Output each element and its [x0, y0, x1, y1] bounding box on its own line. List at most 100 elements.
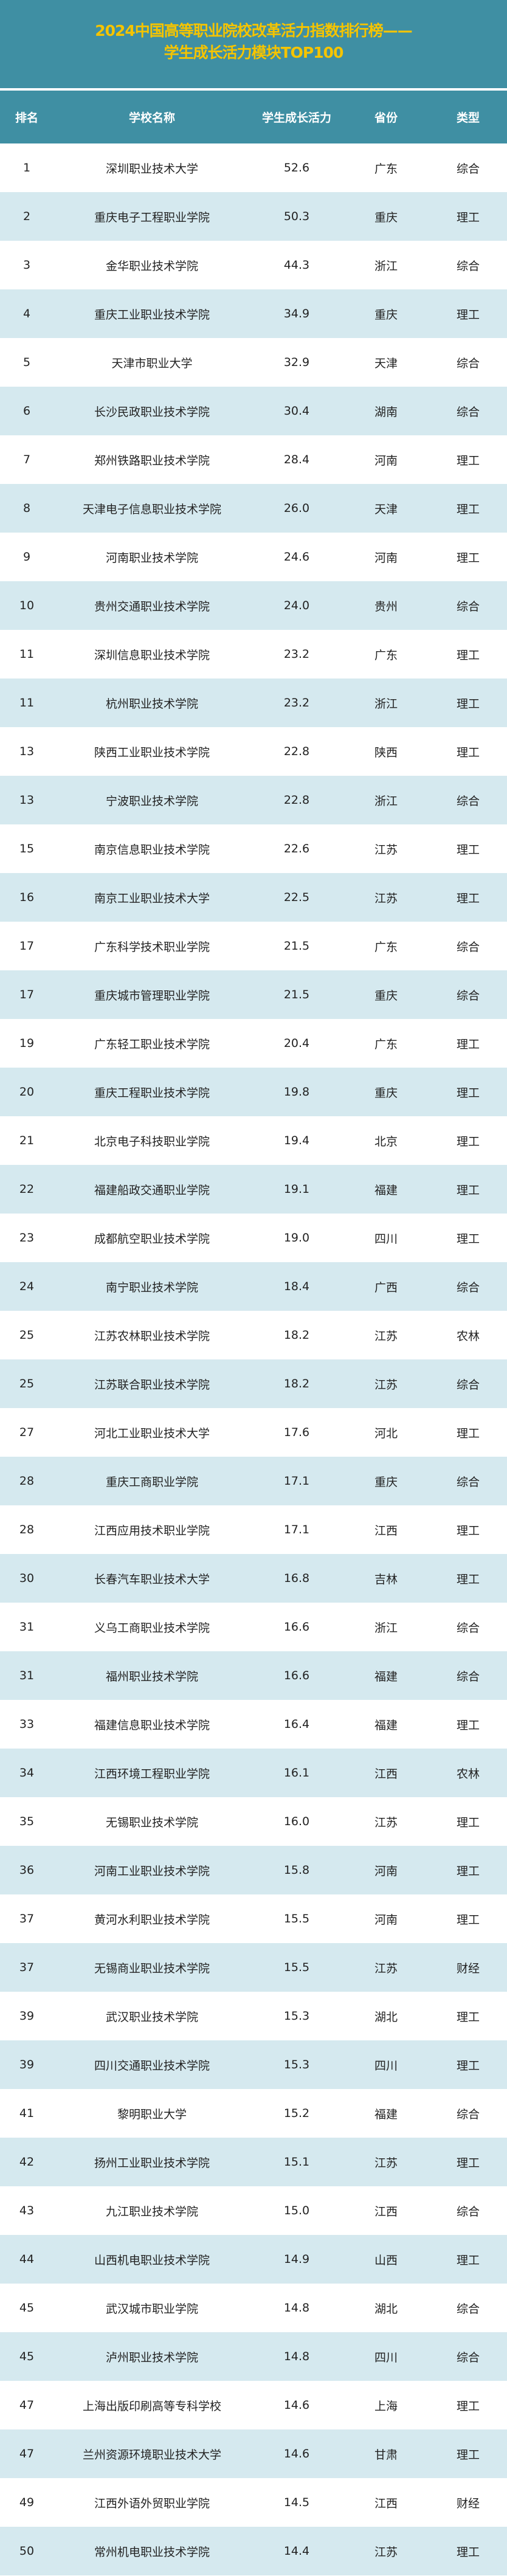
score-cell: 30.4: [283, 404, 310, 418]
table-row: 13 宁波职业技术学院 22.8 浙江 综合: [0, 776, 507, 824]
table-row: 5 天津市职业大学 32.9 天津 综合: [0, 338, 507, 387]
score-cell: 16.6: [283, 1669, 310, 1682]
school-name-cell: 江西应用技术职业学院: [94, 1524, 210, 1538]
type-cell: 理工: [456, 308, 480, 322]
table-row: 24 南宁职业技术学院 18.4 广西 综合: [0, 1262, 507, 1311]
province-cell: 河北: [374, 1426, 398, 1440]
score-cell: 15.1: [283, 2155, 310, 2169]
table-row: 37 无锡商业职业技术学院 15.5 江苏 财经: [0, 1943, 507, 1992]
rank-cell: 20: [19, 1085, 35, 1099]
rank-cell: 1: [22, 161, 31, 174]
rank-cell: 6: [22, 404, 31, 418]
school-name-cell: 上海出版印刷高等专科学校: [82, 2399, 221, 2413]
type-cell: 理工: [456, 1037, 480, 1051]
rank-cell: 37: [19, 1912, 35, 1925]
table-row: 11 杭州职业技术学院 23.2 浙江 理工: [0, 679, 507, 727]
province-cell: 北京: [374, 1134, 398, 1148]
province-cell: 江苏: [374, 1961, 398, 1975]
type-cell: 综合: [456, 599, 480, 613]
score-cell: 32.9: [283, 356, 310, 369]
rank-cell: 25: [19, 1377, 35, 1390]
score-cell: 17.1: [283, 1523, 310, 1536]
score-cell: 22.5: [283, 891, 310, 904]
type-cell: 理工: [456, 1086, 480, 1100]
score-cell: 15.2: [283, 2107, 310, 2120]
table-row: 33 福建信息职业技术学院 16.4 福建 理工: [0, 1700, 507, 1749]
score-cell: 21.5: [283, 988, 310, 1001]
province-cell: 重庆: [374, 1086, 398, 1100]
school-name-cell: 黄河水利职业技术学院: [94, 1913, 210, 1927]
school-name-cell: 无锡商业职业技术学院: [94, 1961, 210, 1975]
province-cell: 上海: [374, 2399, 398, 2413]
school-name-cell: 广东轻工职业技术学院: [94, 1037, 210, 1051]
province-cell: 浙江: [374, 697, 398, 711]
rank-cell: 41: [19, 2107, 35, 2120]
province-cell: 广东: [374, 1037, 398, 1051]
table-row: 31 福州职业技术学院 16.6 福建 综合: [0, 1651, 507, 1700]
province-cell: 江苏: [374, 843, 398, 857]
school-name-cell: 长沙民政职业技术学院: [94, 405, 210, 419]
province-cell: 河南: [374, 1864, 398, 1878]
type-cell: 理工: [456, 1718, 480, 1732]
school-name-cell: 江苏农林职业技术学院: [94, 1329, 210, 1343]
school-name-cell: 郑州铁路职业技术学院: [94, 454, 210, 468]
school-name-cell: 南京工业职业技术大学: [94, 891, 210, 905]
table-row: 13 陕西工业职业技术学院 22.8 陕西 理工: [0, 727, 507, 776]
score-cell: 16.0: [283, 1815, 310, 1828]
rank-cell: 4: [22, 307, 31, 320]
rank-cell: 28: [19, 1523, 35, 1536]
score-cell: 14.6: [283, 2447, 310, 2460]
ranking-title: 2024中国高等职业院校改革活力指数排行榜—— 学生成长活力模块TOP100: [0, 0, 507, 88]
school-name-cell: 贵州交通职业技术学院: [94, 599, 210, 613]
rank-cell: 25: [19, 1328, 35, 1342]
table-row: 45 泸州职业技术学院 14.8 四川 综合: [0, 2332, 507, 2381]
province-cell: 贵州: [374, 599, 398, 613]
table-row: 19 广东轻工职业技术学院 20.4 广东 理工: [0, 1019, 507, 1068]
province-cell: 河南: [374, 551, 398, 565]
rank-cell: 47: [19, 2398, 35, 2412]
school-name-cell: 福建船政交通职业学院: [94, 1183, 210, 1197]
type-cell: 综合: [456, 405, 480, 419]
table-header: 排名 学校名称 学生成长活力 省份 类型: [0, 91, 507, 143]
province-cell: 广东: [374, 162, 398, 176]
score-cell: 14.8: [283, 2350, 310, 2363]
type-cell: 理工: [456, 2545, 480, 2559]
table-row: 47 兰州资源环境职业技术大学 14.6 甘肃 理工: [0, 2429, 507, 2478]
school-name-cell: 河北工业职业技术大学: [94, 1426, 210, 1440]
table-row: 22 福建船政交通职业学院 19.1 福建 理工: [0, 1165, 507, 1214]
rank-cell: 43: [19, 2204, 35, 2217]
table-row: 39 四川交通职业技术学院 15.3 四川 理工: [0, 2040, 507, 2089]
table-row: 9 河南职业技术学院 24.6 河南 理工: [0, 533, 507, 581]
header-score: 学生成长活力: [261, 111, 331, 125]
province-cell: 广西: [374, 1280, 398, 1294]
score-cell: 14.4: [283, 2544, 310, 2558]
school-name-cell: 重庆工商职业学院: [105, 1475, 198, 1489]
type-cell: 理工: [456, 1183, 480, 1197]
table-row: 41 黎明职业大学 15.2 福建 综合: [0, 2089, 507, 2138]
rank-cell: 16: [19, 891, 35, 904]
type-cell: 理工: [456, 2399, 480, 2413]
province-cell: 陕西: [374, 745, 398, 759]
province-cell: 福建: [374, 1183, 398, 1197]
province-cell: 福建: [374, 2107, 398, 2121]
score-cell: 34.9: [283, 307, 310, 320]
divider: [0, 88, 507, 91]
province-cell: 江苏: [374, 2156, 398, 2170]
type-cell: 综合: [456, 1280, 480, 1294]
rank-cell: 27: [19, 1426, 35, 1439]
province-cell: 湖北: [374, 2010, 398, 2024]
province-cell: 浙江: [374, 259, 398, 273]
province-cell: 福建: [374, 1670, 398, 1683]
type-cell: 理工: [456, 843, 480, 857]
table-row: 7 郑州铁路职业技术学院 28.4 河南 理工: [0, 435, 507, 484]
type-cell: 综合: [456, 259, 480, 273]
type-cell: 理工: [456, 745, 480, 759]
table-row: 42 扬州工业职业技术学院 15.1 江苏 理工: [0, 2138, 507, 2186]
score-cell: 28.4: [283, 453, 310, 466]
score-cell: 26.0: [283, 502, 310, 515]
province-cell: 湖南: [374, 405, 398, 419]
table-row: 37 黄河水利职业技术学院 15.5 河南 理工: [0, 1894, 507, 1943]
school-name-cell: 四川交通职业技术学院: [94, 2059, 210, 2073]
school-name-cell: 江苏联合职业技术学院: [94, 1378, 210, 1392]
score-cell: 19.1: [283, 1183, 310, 1196]
